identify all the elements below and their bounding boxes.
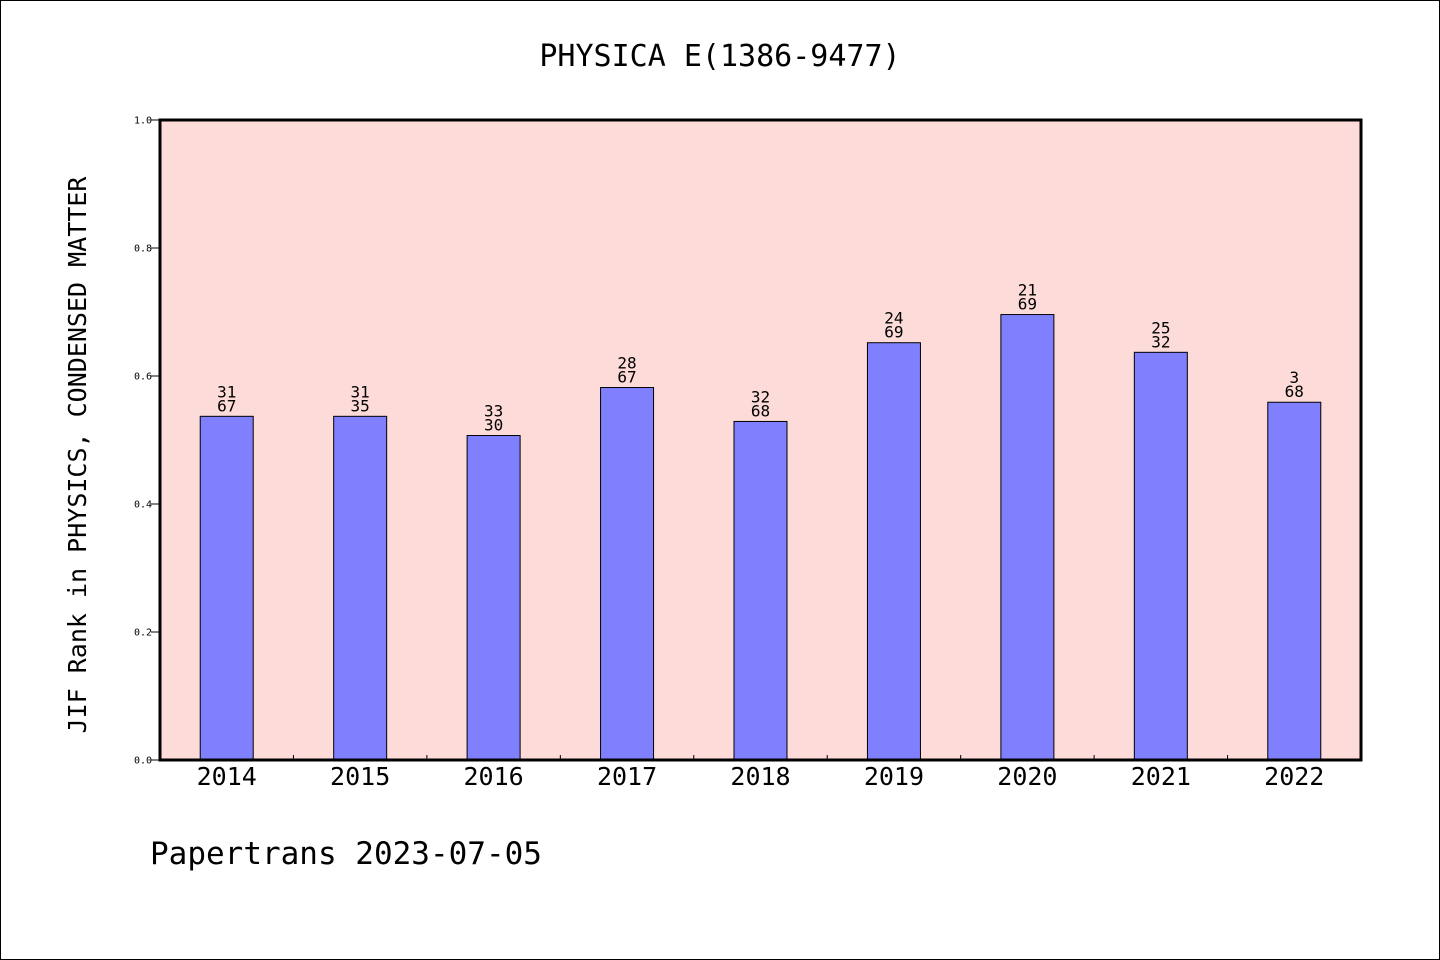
bar-label-bottom: 32 [1151, 332, 1170, 351]
x-tick-label: 2017 [597, 762, 657, 791]
bar-2016 [466, 435, 521, 761]
footer-credit: Papertrans 2023-07-05 [150, 836, 542, 872]
bar-label-top: 24 [884, 309, 903, 328]
bar-2022 [1267, 401, 1322, 761]
bar-label-top: 32 [751, 387, 770, 406]
y-tick-label: 0.0 [134, 756, 152, 767]
bar-label-bottom: 68 [751, 401, 770, 420]
bar-2017 [600, 387, 655, 761]
x-tick-label: 2021 [1131, 762, 1191, 791]
x-tick-label: 2020 [997, 762, 1057, 791]
bar-label-top: 21 [1018, 281, 1037, 300]
x-tick-label: 2016 [464, 762, 524, 791]
bar-2014 [199, 415, 254, 761]
bar-label-bottom: 67 [617, 368, 636, 387]
x-axis-ticks: 2014 2015 2016 2017 2018 2019 2020 2021 2022 [197, 755, 1324, 791]
bar-label-top: 3 [1289, 368, 1299, 387]
y-tick-label: 0.6 [134, 372, 152, 383]
bar-label-top: 33 [484, 402, 503, 421]
bar-label-bottom: 68 [1285, 382, 1304, 401]
y-tick-label: 1.0 [134, 116, 152, 127]
bar-2019 [866, 342, 921, 761]
bar-2018 [733, 420, 788, 761]
y-tick-label: 0.2 [134, 628, 152, 639]
bar-label-bottom: 67 [217, 396, 236, 415]
y-tick-label: 0.4 [134, 500, 152, 511]
x-tick-label: 2019 [864, 762, 924, 791]
x-tick-label: 2014 [197, 762, 257, 791]
y-axis-ticks: 0.0 0.2 0.4 0.6 0.8 1.0 [134, 116, 160, 767]
x-tick-label: 2018 [730, 762, 790, 791]
bar-label-bottom: 35 [351, 396, 370, 415]
x-tick-label: 2015 [330, 762, 390, 791]
bar-label-top: 31 [217, 382, 236, 401]
bar-2020 [1000, 314, 1055, 761]
bar-label-bottom: 69 [1018, 295, 1037, 314]
bar-label-top: 28 [617, 354, 636, 373]
chart-title: PHYSICA E(1386-9477) [539, 39, 900, 74]
bar-2015 [333, 415, 388, 761]
bar-label-top: 25 [1151, 318, 1170, 337]
bar-label-bottom: 30 [484, 416, 503, 435]
plot-border [158, 118, 1363, 762]
bar-label-top: 31 [351, 382, 370, 401]
x-tick-label: 2022 [1264, 762, 1324, 791]
bar-label-bottom: 69 [884, 323, 903, 342]
bar-2021 [1133, 351, 1188, 761]
y-tick-label: 0.8 [134, 244, 152, 255]
bars [199, 314, 1322, 761]
y-axis-label: JIF Rank in PHYSICS, CONDENSED MATTER [63, 176, 92, 734]
